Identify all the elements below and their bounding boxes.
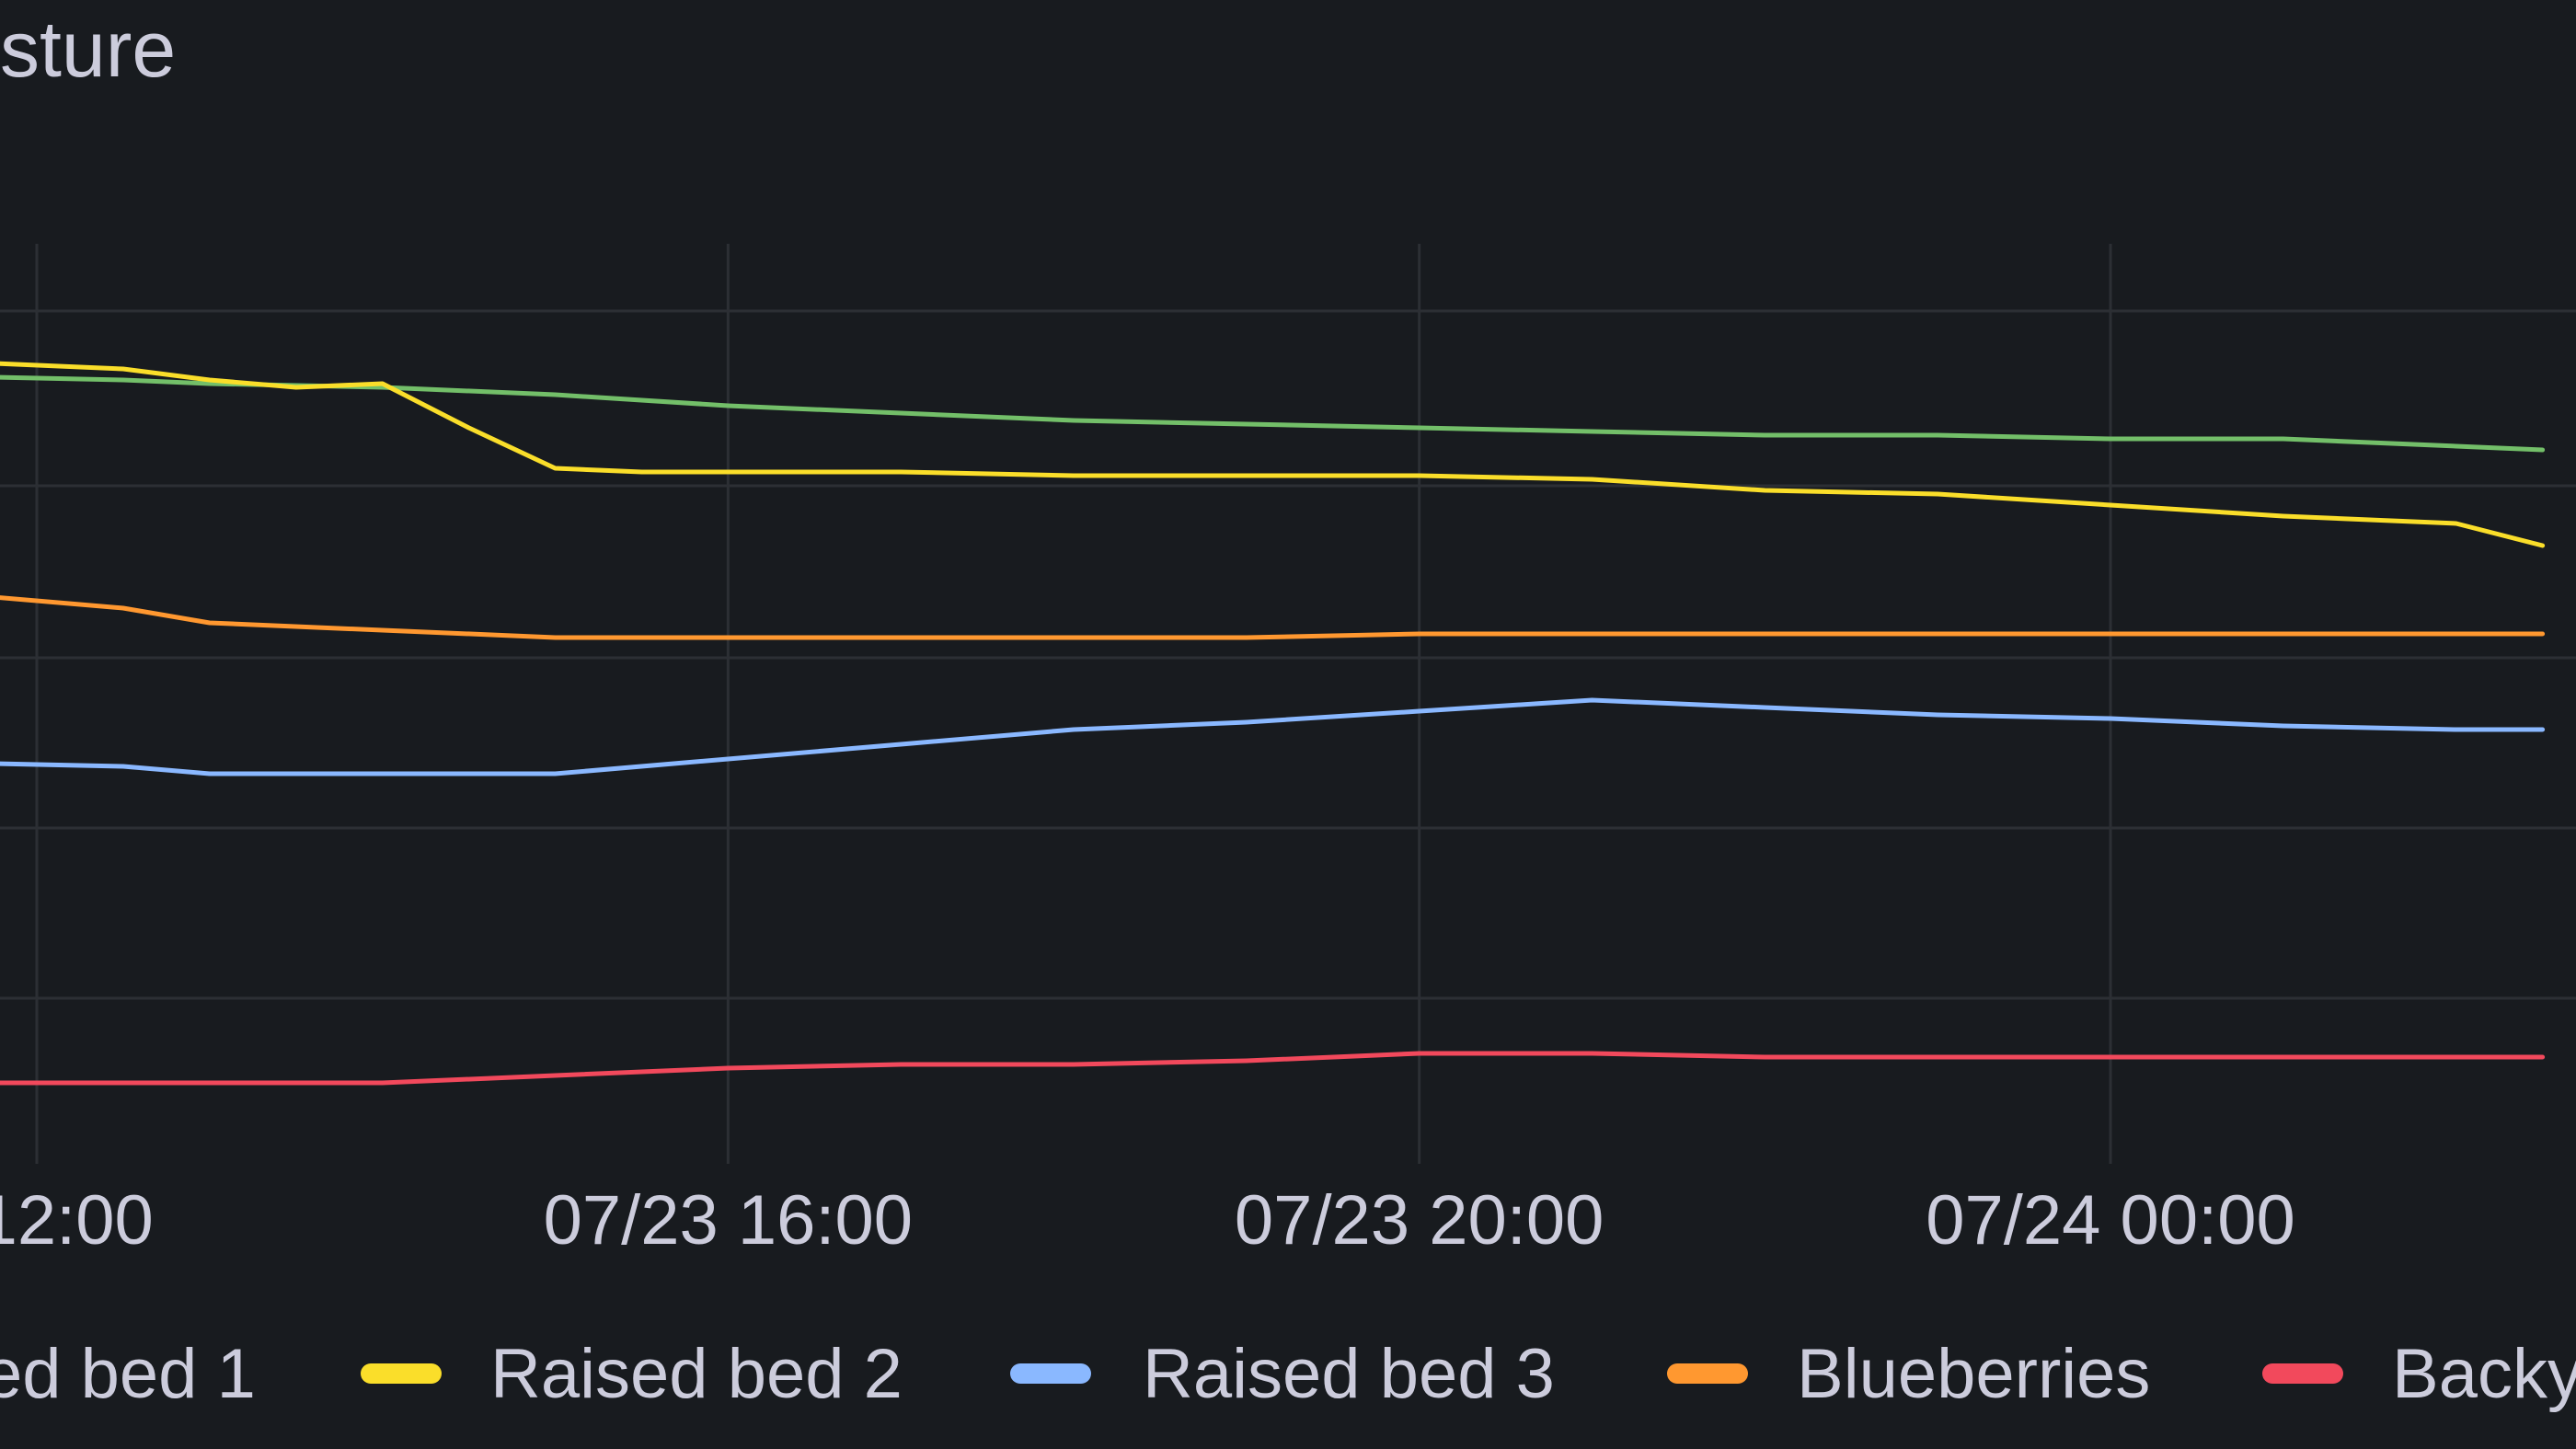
legend-label[interactable]: Backy <box>2392 1335 2576 1413</box>
series-line-0 <box>0 374 2546 453</box>
legend-label[interactable]: Blueberries <box>1797 1335 2150 1413</box>
legend-label[interactable]: ed bed 1 <box>0 1335 256 1413</box>
series-line-3 <box>0 595 2546 640</box>
series-line-4 <box>0 1051 2546 1086</box>
legend-label[interactable]: Raised bed 3 <box>1143 1335 1555 1413</box>
legend-swatch <box>1010 1363 1091 1384</box>
x-tick-label: 07/24 00:00 <box>1926 1181 2295 1259</box>
series-line-2 <box>0 697 2546 776</box>
x-tick-label: 3 12:00 <box>0 1181 154 1259</box>
series-line-1 <box>0 361 2546 548</box>
x-tick-label: 07/23 16:00 <box>544 1181 914 1259</box>
legend-label[interactable]: Raised bed 2 <box>490 1335 903 1413</box>
legend-swatch <box>1667 1363 1748 1384</box>
panel-title: sture <box>0 6 177 94</box>
legend-swatch <box>361 1363 442 1384</box>
x-tick-label: 07/23 20:00 <box>1235 1181 1604 1259</box>
legend-swatch <box>2262 1363 2343 1384</box>
